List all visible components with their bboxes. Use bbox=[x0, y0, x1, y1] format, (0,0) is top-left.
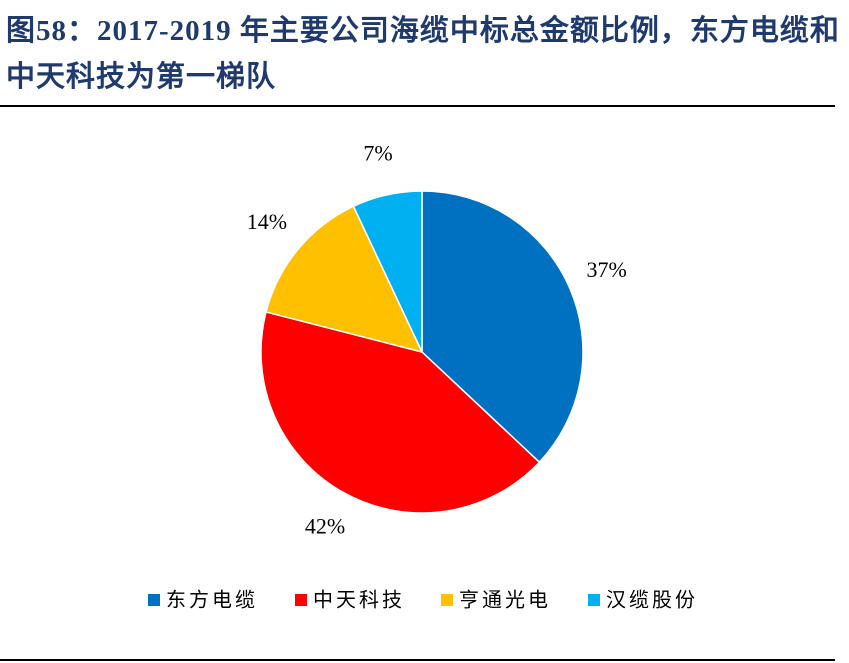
legend-label: 中天科技 bbox=[313, 588, 405, 612]
pie-slice bbox=[352, 190, 423, 353]
data-label: 7% bbox=[363, 141, 392, 166]
legend-swatch bbox=[441, 594, 453, 606]
pie-slice bbox=[421, 190, 584, 464]
legend-swatch bbox=[295, 594, 307, 606]
legend-swatch bbox=[148, 594, 160, 606]
pie-slice bbox=[260, 311, 541, 514]
pie-slice bbox=[265, 205, 424, 354]
data-label: 14% bbox=[247, 209, 287, 234]
chart-title: 图58：2017-2019 年主要公司海缆中标总金额比例，东方电缆和中天科技为第… bbox=[6, 15, 840, 93]
data-label: 42% bbox=[305, 513, 345, 538]
legend-label: 东方电缆 bbox=[166, 588, 258, 612]
legend-swatch bbox=[588, 594, 600, 606]
data-label: 37% bbox=[587, 257, 627, 282]
legend-label: 亨通光电 bbox=[459, 588, 551, 612]
legend-label: 汉缆股份 bbox=[606, 588, 698, 612]
